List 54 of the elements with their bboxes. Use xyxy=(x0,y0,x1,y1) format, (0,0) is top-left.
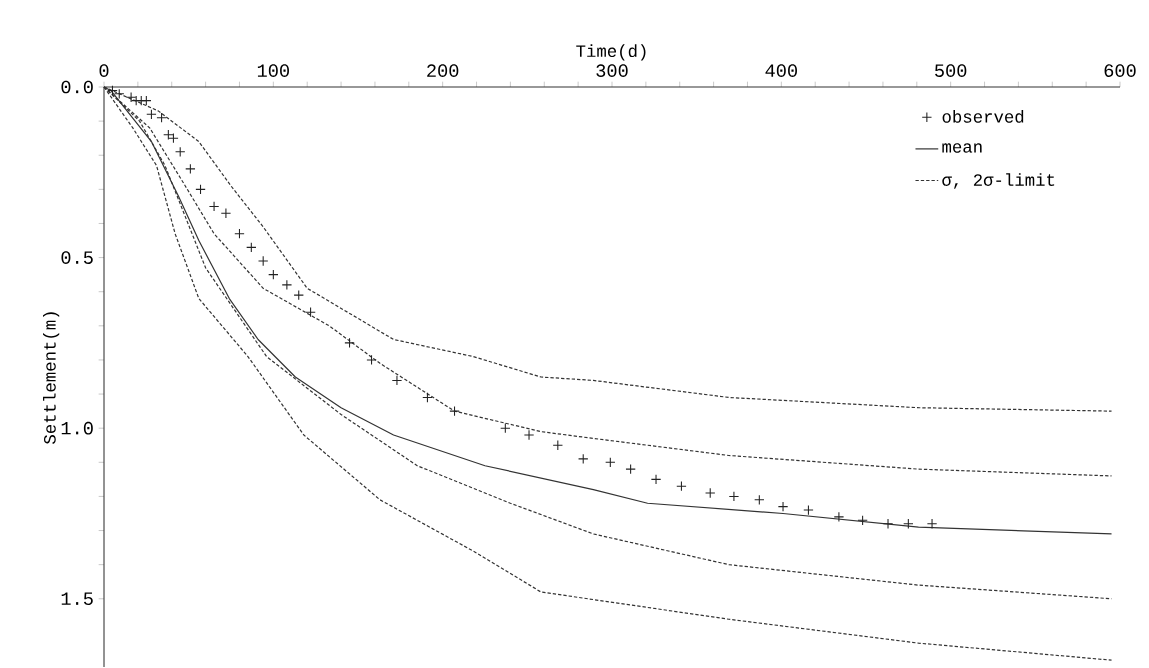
x-tick-label: 0 xyxy=(99,64,109,77)
y-axis-title: Settlement(m) xyxy=(43,312,60,444)
point xyxy=(650,474,662,485)
point xyxy=(777,501,789,512)
point xyxy=(857,515,868,526)
point xyxy=(605,457,616,468)
point xyxy=(754,494,765,506)
point xyxy=(281,279,293,291)
y-tick-label: 1.0 xyxy=(61,421,93,435)
y-tick-label: 0.5 xyxy=(61,251,93,264)
point xyxy=(268,269,279,280)
point xyxy=(185,163,196,175)
point xyxy=(903,518,914,529)
x-tick-label: 600 xyxy=(1104,64,1136,77)
point xyxy=(500,422,511,434)
point xyxy=(705,487,716,499)
point xyxy=(523,429,535,441)
point xyxy=(220,208,232,219)
point xyxy=(552,440,564,451)
x-tick-label: 400 xyxy=(765,64,797,77)
point xyxy=(195,184,206,195)
point xyxy=(449,405,460,417)
legend-label: observed xyxy=(942,109,1024,123)
point xyxy=(728,491,740,502)
x-axis-title: Time(d) xyxy=(576,44,646,61)
y-tick-label: 0.0 xyxy=(61,80,93,94)
point xyxy=(366,354,377,366)
point xyxy=(422,392,433,403)
point xyxy=(175,146,186,158)
point xyxy=(391,375,403,386)
point xyxy=(882,518,894,529)
point xyxy=(156,112,167,123)
legend-label: σ, 2σ-limit xyxy=(942,173,1055,189)
x-tick-label: 500 xyxy=(935,64,967,77)
point xyxy=(803,504,814,516)
point xyxy=(625,463,636,475)
point xyxy=(146,109,157,120)
point xyxy=(344,337,355,349)
point xyxy=(208,201,220,212)
x-tick-label: 200 xyxy=(427,64,459,77)
x-tick-label: 100 xyxy=(257,64,289,77)
point xyxy=(141,95,152,106)
point xyxy=(926,518,938,529)
point xyxy=(257,255,269,267)
legend-label: mean xyxy=(942,143,982,153)
point xyxy=(234,228,245,239)
point xyxy=(833,511,845,523)
point xyxy=(246,242,257,253)
point xyxy=(676,480,687,492)
y-tick-label: 1.5 xyxy=(61,592,93,606)
x-tick-label: 300 xyxy=(596,64,628,77)
point xyxy=(293,289,304,301)
point xyxy=(578,453,589,465)
point xyxy=(305,306,316,318)
